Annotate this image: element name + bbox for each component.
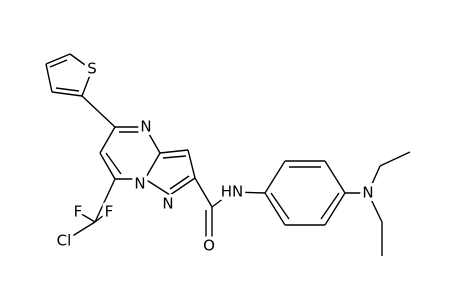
atom-label: S xyxy=(87,60,97,78)
atom-label: O xyxy=(203,237,215,255)
atom-labels: S N N N F F Cl O HN N xyxy=(53,56,377,258)
atom-label: N xyxy=(140,118,151,136)
atom-label: HN xyxy=(221,183,244,201)
atom-label: F xyxy=(74,203,83,221)
bonds xyxy=(45,53,411,256)
atom-label: N xyxy=(162,195,173,213)
atom-label: F xyxy=(105,203,114,221)
atom-label: N xyxy=(134,175,145,193)
atom-label: Cl xyxy=(57,232,72,250)
atom-label: N xyxy=(362,184,373,202)
